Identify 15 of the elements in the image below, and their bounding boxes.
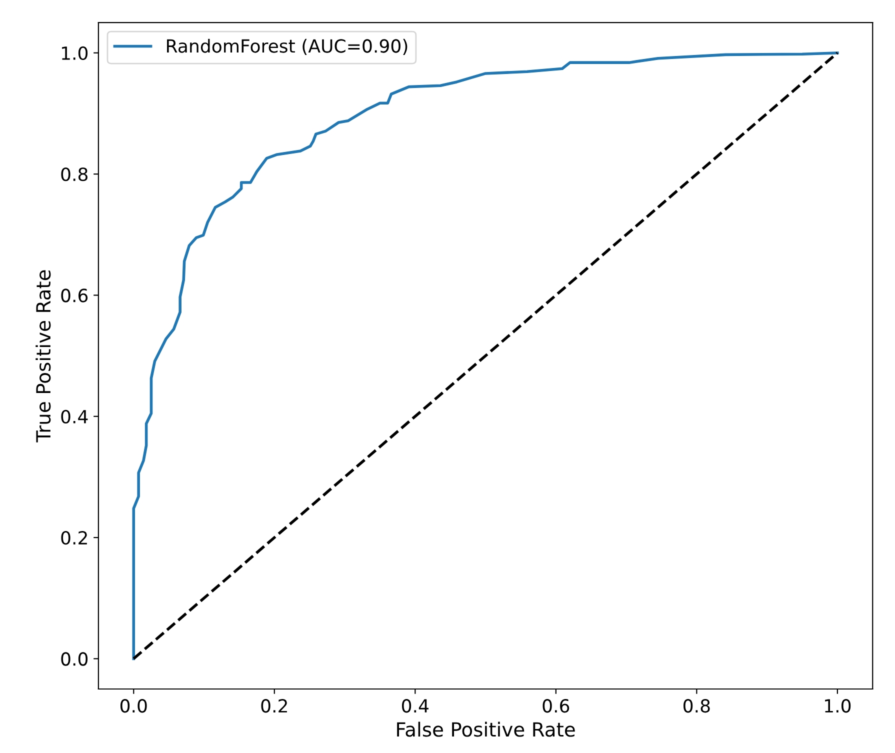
y-tick-label: 1.0 bbox=[62, 46, 88, 60]
x-tick-label: 1.0 bbox=[825, 699, 851, 713]
x-tick-label: 0.4 bbox=[402, 699, 429, 713]
y-tick-label: 0.4 bbox=[61, 410, 88, 424]
y-axis-title: True Positive Rate bbox=[36, 270, 51, 442]
x-axis-title: False Positive Rate bbox=[397, 722, 575, 737]
y-tick-label: 0.2 bbox=[61, 531, 87, 545]
legend-label: RandomForest (AUC=0.90) bbox=[167, 38, 408, 55]
x-tick-label: 0.2 bbox=[261, 699, 287, 713]
y-tick-label: 0.8 bbox=[61, 168, 88, 182]
x-tick-label: 0.6 bbox=[542, 699, 570, 713]
y-tick-label: 0.6 bbox=[61, 288, 88, 302]
y-tick-label: 0.0 bbox=[61, 652, 88, 666]
x-tick-label: 0.0 bbox=[120, 699, 147, 713]
x-tick-label: 0.8 bbox=[684, 699, 710, 713]
